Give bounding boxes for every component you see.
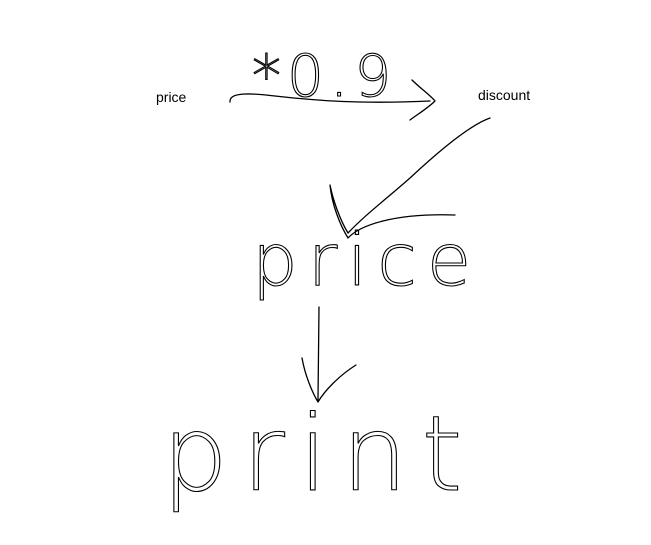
node-label: price	[252, 218, 481, 302]
node-label: discount	[478, 87, 530, 103]
arrow	[229, 79, 436, 121]
arrow	[301, 306, 357, 403]
node-label: price	[156, 89, 187, 105]
edge-label: *0.9	[252, 42, 397, 110]
node-label: print	[162, 393, 476, 515]
arrow	[329, 117, 491, 239]
